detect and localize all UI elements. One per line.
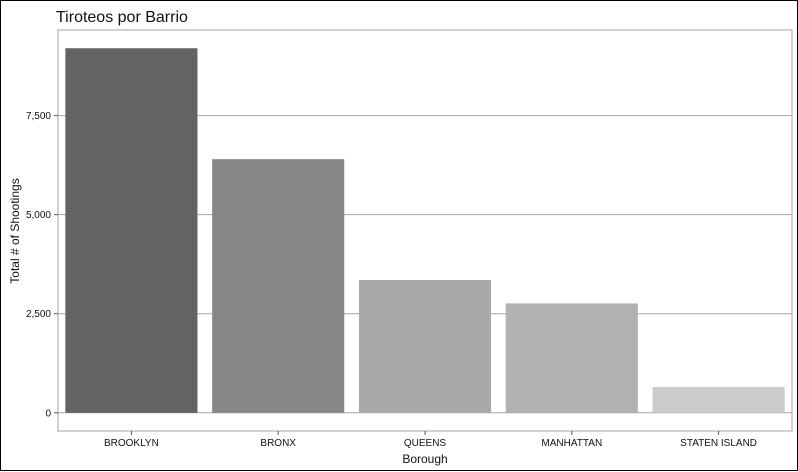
y-tick-label: 5,000	[26, 210, 51, 221]
y-tick-label: 2,500	[26, 309, 51, 320]
chart-title: Tiroteos por Barrio	[56, 9, 188, 26]
y-tick-label: 0	[45, 408, 51, 419]
bar-staten-island	[652, 387, 785, 413]
x-axis-title: Borough	[402, 452, 447, 466]
bar-bronx	[212, 159, 345, 413]
bars	[65, 48, 785, 413]
x-axis-ticks: BROOKLYN BRONX QUEENS MANHATTAN STATEN ISLAN…	[104, 431, 757, 449]
bar-queens	[358, 280, 492, 413]
x-tick-label: MANHATTAN	[541, 438, 602, 449]
bar-brooklyn	[65, 48, 198, 413]
y-axis-ticks: 0 2,500 5,000 7,500	[26, 111, 58, 419]
y-axis-title: Total # of Shootings	[8, 178, 22, 283]
y-tick-label: 7,500	[26, 111, 51, 122]
x-tick-label: BROOKLYN	[104, 438, 159, 449]
x-tick-label: BRONX	[260, 438, 296, 449]
bar-manhattan	[505, 303, 638, 413]
x-tick-label: STATEN ISLAND	[680, 438, 757, 449]
x-tick-label: QUEENS	[404, 438, 447, 449]
